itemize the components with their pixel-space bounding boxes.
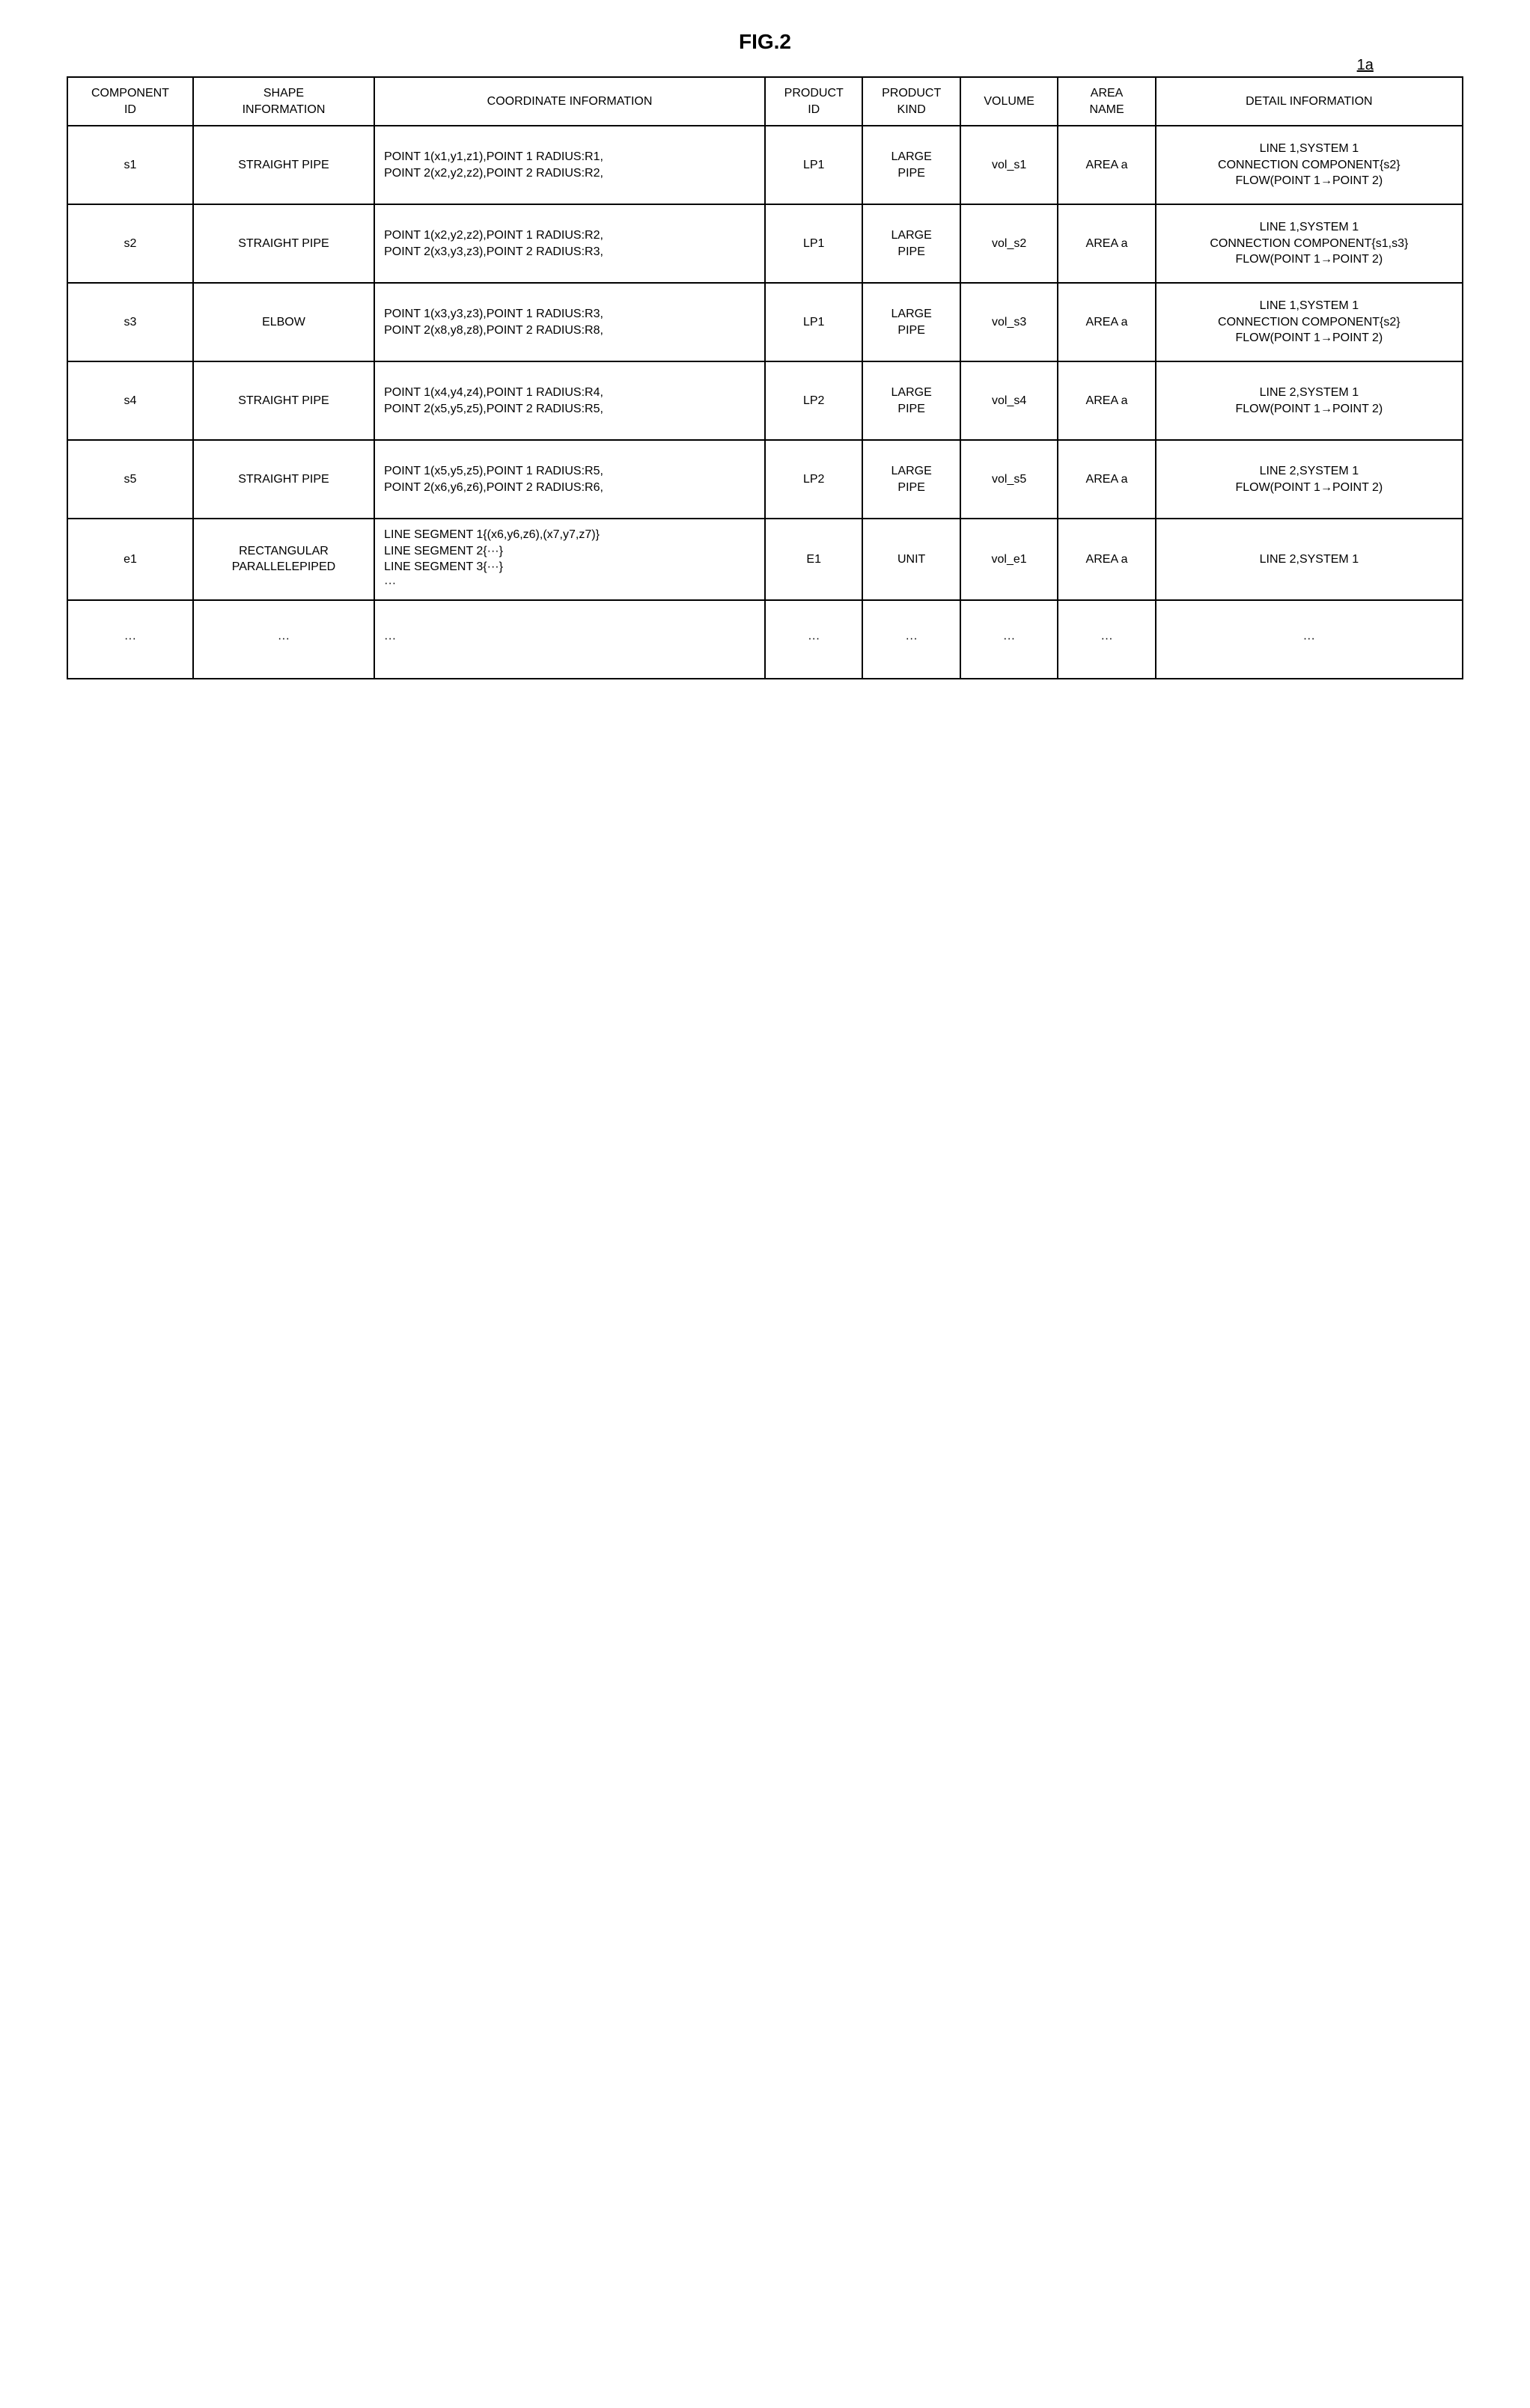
table-row: s4 STRAIGHT PIPE POINT 1(x4,y4,z4),POINT… xyxy=(67,361,1463,440)
cell-component-id: s1 xyxy=(67,126,193,204)
cell-coord-info: POINT 1(x4,y4,z4),POINT 1 RADIUS:R4,POIN… xyxy=(374,361,765,440)
cell-area-name: ··· xyxy=(1058,600,1155,679)
cell-product-id: LP1 xyxy=(765,283,862,361)
cell-component-id: s2 xyxy=(67,204,193,283)
cell-product-id: LP1 xyxy=(765,126,862,204)
table-callout-label: 1a xyxy=(1357,57,1374,74)
cell-volume: vol_e1 xyxy=(960,519,1058,599)
cell-detail-info: LINE 2,SYSTEM 1FLOW(POINT 1→POINT 2) xyxy=(1156,440,1463,519)
cell-product-id: ··· xyxy=(765,600,862,679)
cell-product-kind: LARGEPIPE xyxy=(862,283,960,361)
cell-component-id: s4 xyxy=(67,361,193,440)
header-product-id: PRODUCTID xyxy=(765,77,862,126)
cell-coord-info: POINT 1(x3,y3,z3),POINT 1 RADIUS:R3,POIN… xyxy=(374,283,765,361)
cell-area-name: AREA a xyxy=(1058,126,1155,204)
table-row: ··· ··· ··· ··· ··· ··· ··· ··· xyxy=(67,600,1463,679)
cell-shape-info: RECTANGULARPARALLELEPIPED xyxy=(193,519,374,599)
cell-area-name: AREA a xyxy=(1058,519,1155,599)
cell-area-name: AREA a xyxy=(1058,283,1155,361)
table-row: s1 STRAIGHT PIPE POINT 1(x1,y1,z1),POINT… xyxy=(67,126,1463,204)
cell-component-id: e1 xyxy=(67,519,193,599)
cell-volume: vol_s1 xyxy=(960,126,1058,204)
table-header-row: COMPONENTID SHAPEINFORMATION COORDINATE … xyxy=(67,77,1463,126)
cell-component-id: s3 xyxy=(67,283,193,361)
cell-area-name: AREA a xyxy=(1058,440,1155,519)
table-body: s1 STRAIGHT PIPE POINT 1(x1,y1,z1),POINT… xyxy=(67,126,1463,678)
cell-detail-info: ··· xyxy=(1156,600,1463,679)
cell-volume: vol_s5 xyxy=(960,440,1058,519)
cell-product-id: LP2 xyxy=(765,361,862,440)
figure-wrapper: FIG.2 1a COMPONENTID SHAPEINFORMATION CO… xyxy=(30,30,1500,679)
cell-product-id: LP2 xyxy=(765,440,862,519)
cell-product-kind: LARGEPIPE xyxy=(862,204,960,283)
cell-product-id: LP1 xyxy=(765,204,862,283)
cell-detail-info: LINE 2,SYSTEM 1 xyxy=(1156,519,1463,599)
figure-title: FIG.2 xyxy=(739,30,791,54)
cell-volume: vol_s3 xyxy=(960,283,1058,361)
cell-component-id: ··· xyxy=(67,600,193,679)
cell-coord-info: POINT 1(x5,y5,z5),POINT 1 RADIUS:R5,POIN… xyxy=(374,440,765,519)
header-shape-info: SHAPEINFORMATION xyxy=(193,77,374,126)
cell-shape-info: STRAIGHT PIPE xyxy=(193,361,374,440)
cell-coord-info: POINT 1(x2,y2,z2),POINT 1 RADIUS:R2,POIN… xyxy=(374,204,765,283)
table-row: s2 STRAIGHT PIPE POINT 1(x2,y2,z2),POINT… xyxy=(67,204,1463,283)
cell-detail-info: LINE 1,SYSTEM 1CONNECTION COMPONENT{s2}F… xyxy=(1156,126,1463,204)
component-table: COMPONENTID SHAPEINFORMATION COORDINATE … xyxy=(67,76,1463,679)
header-coord-info: COORDINATE INFORMATION xyxy=(374,77,765,126)
cell-component-id: s5 xyxy=(67,440,193,519)
cell-shape-info: ··· xyxy=(193,600,374,679)
table-row: s3 ELBOW POINT 1(x3,y3,z3),POINT 1 RADIU… xyxy=(67,283,1463,361)
header-product-kind: PRODUCTKIND xyxy=(862,77,960,126)
cell-coord-info: LINE SEGMENT 1{(x6,y6,z6),(x7,y7,z7)}LIN… xyxy=(374,519,765,599)
cell-product-kind: LARGEPIPE xyxy=(862,440,960,519)
header-area-name: AREANAME xyxy=(1058,77,1155,126)
cell-shape-info: STRAIGHT PIPE xyxy=(193,204,374,283)
header-volume: VOLUME xyxy=(960,77,1058,126)
cell-shape-info: STRAIGHT PIPE xyxy=(193,440,374,519)
cell-area-name: AREA a xyxy=(1058,204,1155,283)
table-row: s5 STRAIGHT PIPE POINT 1(x5,y5,z5),POINT… xyxy=(67,440,1463,519)
cell-area-name: AREA a xyxy=(1058,361,1155,440)
cell-volume: vol_s4 xyxy=(960,361,1058,440)
header-component-id: COMPONENTID xyxy=(67,77,193,126)
table-row: e1 RECTANGULARPARALLELEPIPED LINE SEGMEN… xyxy=(67,519,1463,599)
cell-detail-info: LINE 1,SYSTEM 1CONNECTION COMPONENT{s2}F… xyxy=(1156,283,1463,361)
cell-volume: vol_s2 xyxy=(960,204,1058,283)
cell-detail-info: LINE 2,SYSTEM 1FLOW(POINT 1→POINT 2) xyxy=(1156,361,1463,440)
cell-coord-info: ··· xyxy=(374,600,765,679)
cell-shape-info: ELBOW xyxy=(193,283,374,361)
table-container: 1a COMPONENTID SHAPEINFORMATION COORDINA… xyxy=(67,76,1463,679)
cell-shape-info: STRAIGHT PIPE xyxy=(193,126,374,204)
cell-product-kind: LARGEPIPE xyxy=(862,361,960,440)
cell-volume: ··· xyxy=(960,600,1058,679)
cell-product-id: E1 xyxy=(765,519,862,599)
cell-product-kind: LARGEPIPE xyxy=(862,126,960,204)
cell-coord-info: POINT 1(x1,y1,z1),POINT 1 RADIUS:R1,POIN… xyxy=(374,126,765,204)
header-detail-info: DETAIL INFORMATION xyxy=(1156,77,1463,126)
cell-detail-info: LINE 1,SYSTEM 1CONNECTION COMPONENT{s1,s… xyxy=(1156,204,1463,283)
cell-product-kind: ··· xyxy=(862,600,960,679)
cell-product-kind: UNIT xyxy=(862,519,960,599)
